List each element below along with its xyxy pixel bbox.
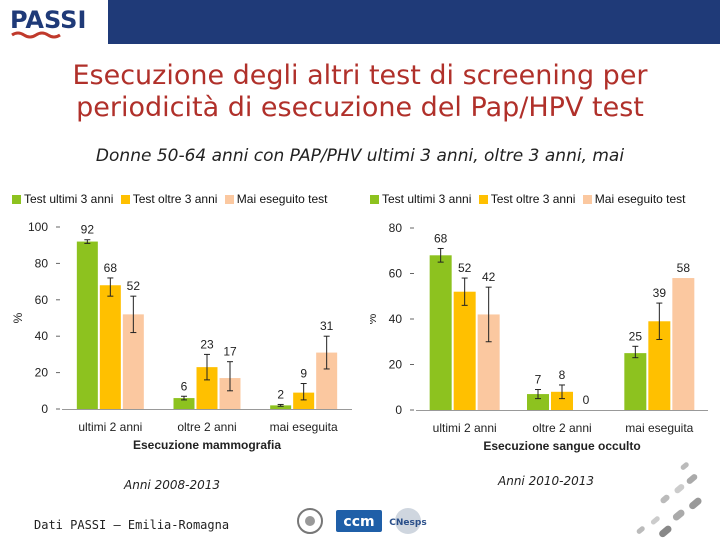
legend-swatch: [224, 195, 234, 204]
y-tick-label: 20: [389, 358, 403, 372]
x-axis-label: Esecuzione sangue occulto: [483, 439, 640, 453]
data-label: 0: [583, 393, 590, 407]
x-tick-label: mai eseguita: [625, 421, 693, 435]
bar: [453, 291, 476, 410]
bar: [196, 367, 218, 409]
y-tick-label: 100: [28, 220, 48, 234]
cnesps-logo: [395, 508, 421, 534]
data-label: 92: [81, 223, 95, 237]
footer-source: Dati PASSI – Emilia-Romagna: [34, 518, 230, 532]
x-tick-label: ultimi 2 anni: [78, 420, 142, 434]
ccm-logo: [336, 510, 382, 532]
y-axis-label: %: [12, 312, 25, 323]
y-tick-label: 60: [35, 293, 49, 307]
bar: [219, 378, 241, 409]
bar: [293, 392, 315, 409]
y-tick-label: 80: [389, 221, 403, 235]
header-bar: [108, 0, 720, 44]
legend-item: Mai eseguito test: [582, 192, 686, 206]
x-tick-label: oltre 2 anni: [532, 421, 591, 435]
data-label: 17: [223, 345, 237, 359]
data-label: 25: [629, 329, 643, 343]
cnesps-logo-text: CNesps: [389, 518, 426, 528]
x-tick-label: mai eseguita: [270, 420, 338, 434]
bar: [99, 285, 121, 409]
bar: [270, 405, 292, 409]
data-label: 52: [127, 279, 141, 293]
legend-swatch: [120, 195, 130, 204]
data-label: 68: [434, 231, 448, 245]
y-tick-label: 40: [35, 329, 49, 343]
page-subtitle: Donne 50-64 anni con PAP/PHV ultimi 3 an…: [95, 146, 625, 166]
legend-swatch: [478, 195, 488, 204]
ministry-seal-icon: [297, 508, 323, 534]
partner-logos: ccm CNesps: [297, 508, 427, 534]
chart-legend: Test ultimi 3 anni Test oltre 3 anni Mai…: [370, 192, 690, 206]
data-label: 52: [458, 261, 472, 275]
chart-mammografia: Test ultimi 3 anni Test oltre 3 anni Mai…: [11, 192, 362, 462]
data-label: 39: [653, 286, 667, 300]
legend-label: Test oltre 3 anni: [132, 192, 218, 206]
title-line-1: Esecuzione degli altri test di screening…: [72, 60, 648, 91]
legend-item: Test oltre 3 anni: [120, 192, 218, 206]
data-label: 23: [200, 337, 214, 351]
y-tick-label: 40: [389, 312, 403, 326]
bar: [672, 278, 695, 410]
legend-label: Test ultimi 3 anni: [24, 192, 114, 206]
y-tick-label: 60: [389, 267, 403, 281]
caption-mammografia: Anni 2008-2013: [124, 478, 220, 492]
passi-logo-text: PASSI: [10, 6, 86, 34]
legend-label: Test oltre 3 anni: [490, 192, 576, 206]
legend-label: Test ultimi 3 anni: [382, 192, 472, 206]
legend-item: Test ultimi 3 anni: [370, 192, 471, 206]
y-tick-label: 20: [35, 366, 49, 380]
legend-label: Mai eseguito test: [236, 192, 328, 206]
y-tick-label: 0: [41, 402, 48, 416]
legend-item: Test oltre 3 anni: [478, 192, 576, 206]
passi-logo: PASSI: [10, 6, 86, 39]
y-tick-label: 80: [35, 256, 49, 270]
data-label: 8: [559, 368, 566, 382]
ministry-seal-center: [305, 516, 315, 526]
bar: [551, 391, 573, 410]
data-label: 9: [300, 367, 307, 381]
bar: [527, 394, 549, 410]
legend-swatch: [12, 195, 21, 204]
chart-legend: Test ultimi 3 anni Test oltre 3 anni Mai…: [12, 192, 332, 206]
data-label: 2: [277, 387, 284, 401]
data-label: 7: [535, 373, 542, 387]
page-title: Esecuzione degli altri test di screening…: [20, 60, 700, 124]
data-label: 42: [482, 270, 496, 284]
bar: [648, 321, 671, 410]
caption-sangue-occulto: Anni 2010-2013: [498, 474, 594, 488]
bar: [316, 352, 338, 409]
data-label: 58: [677, 261, 691, 275]
title-line-2: periodicità di esecuzione del Pap/HPV te…: [76, 92, 644, 123]
ccm-logo-text: ccm: [343, 514, 374, 530]
legend-item: Test ultimi 3 anni: [12, 192, 113, 206]
y-tick-label: 0: [395, 403, 402, 417]
data-label: 6: [181, 379, 188, 393]
bar: [429, 255, 452, 410]
data-label: 31: [320, 319, 334, 333]
bar: [122, 314, 144, 409]
bar: [76, 241, 98, 409]
chart-sangue-occulto: Test ultimi 3 anni Test oltre 3 anni Mai…: [365, 192, 720, 462]
legend-item: Mai eseguito test: [224, 192, 328, 206]
legend-swatch: [582, 195, 592, 204]
x-tick-label: ultimi 2 anni: [433, 421, 497, 435]
data-label: 68: [104, 261, 118, 275]
x-tick-label: oltre 2 anni: [177, 420, 236, 434]
bar: [477, 314, 500, 410]
legend-label: Mai eseguito test: [594, 192, 686, 206]
decorative-dots: [636, 462, 702, 538]
bar: [173, 398, 195, 409]
legend-swatch: [370, 195, 379, 204]
bar: [624, 353, 647, 410]
x-axis-label: Esecuzione mammografia: [133, 438, 281, 452]
y-axis-label: %: [370, 313, 379, 324]
